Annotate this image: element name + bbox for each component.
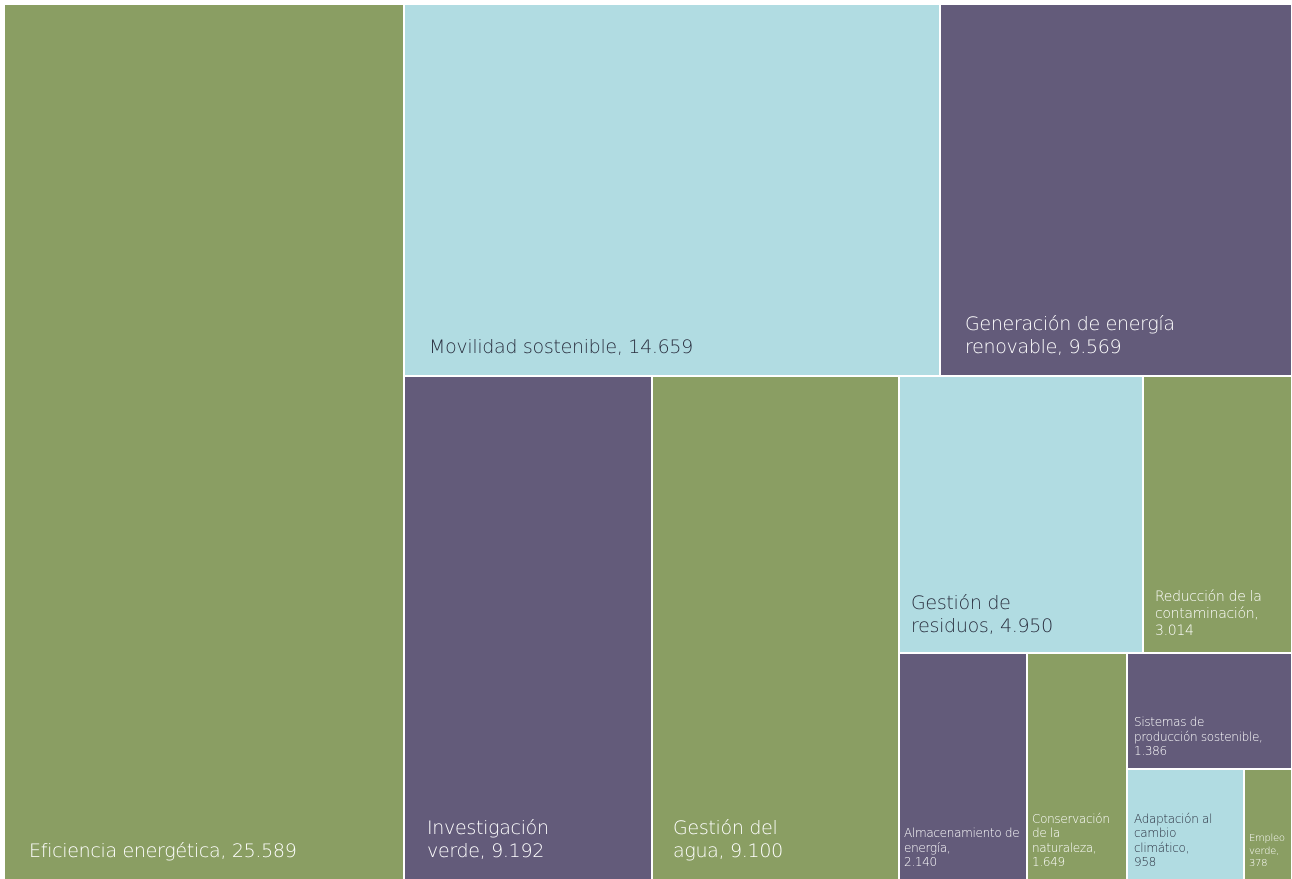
- treemap-label-gestion-de-residuos: Gestión de residuos, 4.950: [911, 592, 1140, 638]
- treemap-label-movilidad-sostenible: Movilidad sostenible, 14.659: [429, 336, 937, 359]
- treemap-tile-empleo-verde: Empleo verde, 378: [1245, 770, 1291, 879]
- treemap-label-eficiencia-energetica: Eficiencia energética, 25.589: [29, 840, 401, 863]
- treemap-tile-eficiencia-energetica: Eficiencia energética, 25.589: [5, 5, 403, 879]
- treemap-label-line: cambio: [1134, 826, 1177, 841]
- treemap-label-line: climático,: [1134, 840, 1190, 855]
- treemap-tile-conservacion-de-la-naturaleza: Conservación de la naturaleza, 1.649: [1028, 654, 1126, 879]
- treemap-label-line: producción sostenible,: [1134, 729, 1263, 744]
- treemap-tile-movilidad-sostenible: Movilidad sostenible, 14.659: [405, 5, 939, 375]
- treemap-label-line: 3.014: [1155, 622, 1194, 639]
- treemap-label-investigacion-verde: Investigación verde, 9.192: [427, 817, 649, 863]
- treemap-label-line: Eficiencia energética, 25.589: [29, 839, 297, 862]
- treemap-label-empleo-verde: Empleo verde, 378: [1249, 833, 1289, 870]
- treemap-label-line: 1.649: [1032, 855, 1065, 870]
- treemap-label-line: residuos, 4.950: [911, 614, 1053, 637]
- treemap-tile-gestion-del-agua: Gestión del agua, 9.100: [653, 377, 898, 879]
- treemap-label-line: de la: [1032, 826, 1061, 841]
- treemap-label-line: Generación de energía: [965, 312, 1175, 335]
- treemap-label-line: Gestión de: [911, 591, 1011, 614]
- treemap-label-line: verde,: [1249, 845, 1279, 857]
- treemap-tile-generacion-de-energia-renovable: Generación de energía renovable, 9.569: [941, 5, 1291, 375]
- treemap-label-line: Sistemas de: [1134, 715, 1205, 730]
- treemap-label-line: naturaleza,: [1032, 840, 1097, 855]
- treemap-label-line: 378: [1249, 857, 1268, 869]
- treemap-label-adaptacion-al-cambio-climatico: Adaptación al cambio climático, 958: [1134, 812, 1241, 871]
- treemap-tile-investigacion-verde: Investigación verde, 9.192: [405, 377, 651, 879]
- treemap-label-line: contaminación,: [1155, 605, 1259, 622]
- treemap-label-line: renovable, 9.569: [965, 335, 1122, 358]
- treemap-label-reduccion-de-la-contaminacion: Reducción de la contaminación, 3.014: [1155, 589, 1289, 640]
- treemap-tile-adaptacion-al-cambio-climatico: Adaptación al cambio climático, 958: [1128, 770, 1243, 879]
- treemap-tile-reduccion-de-la-contaminacion: Reducción de la contaminación, 3.014: [1144, 377, 1291, 652]
- treemap-label-line: Adaptación al: [1134, 811, 1213, 826]
- treemap-label-line: 2.140: [904, 855, 937, 870]
- treemap-tile-gestion-de-residuos: Gestión de residuos, 4.950: [900, 377, 1142, 652]
- treemap-label-line: agua, 9.100: [673, 839, 783, 862]
- treemap-label-sistemas-de-produccion-sostenible: Sistemas de producción sostenible, 1.386: [1134, 715, 1289, 759]
- treemap-label-line: 1.386: [1134, 744, 1167, 759]
- treemap-label-line: Gestión del: [673, 816, 778, 839]
- treemap-label-generacion-de-energia-renovable: Generación de energía renovable, 9.569: [965, 313, 1289, 359]
- treemap-label-line: Conservación: [1032, 811, 1110, 826]
- treemap-tile-almacenamiento-de-energia: Almacenamiento de energía, 2.140: [900, 654, 1026, 879]
- treemap-label-almacenamiento-de-energia: Almacenamiento de energía, 2.140: [904, 826, 1024, 870]
- treemap-label-line: Movilidad sostenible, 14.659: [429, 335, 693, 358]
- treemap-label-line: Almacenamiento de: [904, 826, 1020, 841]
- treemap-label-line: Investigación: [427, 816, 549, 839]
- treemap-label-line: 958: [1134, 855, 1157, 870]
- treemap-label-line: energía,: [904, 840, 951, 855]
- treemap-label-line: Empleo: [1249, 833, 1285, 845]
- treemap-label-line: Reducción de la: [1155, 588, 1262, 605]
- treemap-label-gestion-del-agua: Gestión del agua, 9.100: [673, 817, 896, 863]
- treemap-label-line: verde, 9.192: [427, 839, 545, 862]
- treemap-label-conservacion-de-la-naturaleza: Conservación de la naturaleza, 1.649: [1032, 812, 1124, 871]
- treemap-tile-sistemas-de-produccion-sostenible: Sistemas de producción sostenible, 1.386: [1128, 654, 1291, 768]
